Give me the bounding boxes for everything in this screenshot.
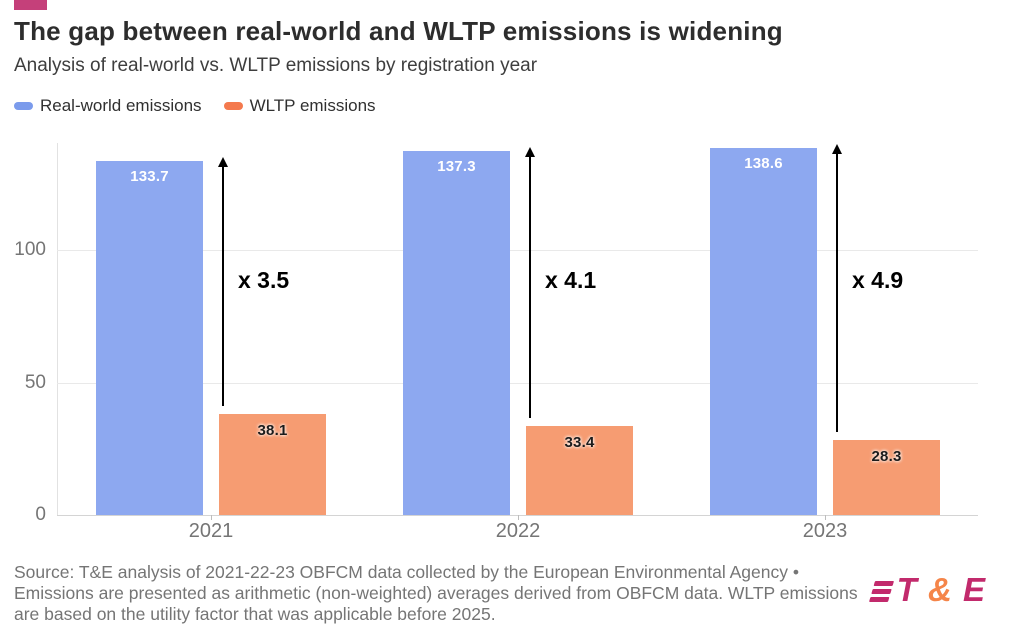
gap-multiplier-2022: x 4.1 [545,267,597,293]
accent-bar [14,0,47,10]
bar-real-world-2022 [403,151,510,515]
source-note: Source: T&E analysis of 2021-22-23 OBFCM… [14,562,894,625]
gap-arrow-head-2023 [832,144,842,154]
x-tick-label-2022: 2022 [495,520,541,542]
source-line: are based on the utility factor that was… [14,604,496,624]
gap-arrow-line-2022 [529,156,531,418]
logo-letter-e: E [962,571,986,608]
legend-label-real-world: Real-world emissions [40,96,202,115]
chart-subtitle: Analysis of real-world vs. WLTP emission… [14,55,538,76]
legend-item-real-world: Real-world emissions [14,96,202,116]
gap-arrow-line-2021 [222,166,224,406]
bar-value-real-world-2022: 137.3 [437,158,476,175]
x-tick-mark-2023 [825,515,826,520]
legend: Real-world emissions WLTP emissions [14,96,376,116]
bar-wltp-2023 [833,440,940,515]
y-tick-label: 100 [14,239,46,260]
gap-arrow-head-2022 [525,147,535,157]
gap-multiplier-2023: x 4.9 [852,267,904,293]
legend-marker-real-world-icon [14,102,33,110]
te-logo-stripes-icon [868,581,894,602]
y-tick-label: 50 [24,371,46,393]
logo-stripe [870,589,892,594]
gap-multiplier-2021: x 3.5 [238,267,290,293]
bar-value-wltp-2023: 28.3 [871,448,902,465]
logo-stripe [873,581,894,586]
y-tick-label: 0 [35,504,46,525]
x-tick-mark-2021 [211,515,212,520]
chart-title: The gap between real-world and WLTP emis… [14,16,783,46]
gap-arrow-head-2021 [218,157,228,167]
y-axis-line [57,143,58,515]
source-line: Source: T&E analysis of 2021-22-23 OBFCM… [14,562,799,582]
x-tick-label-2021: 2021 [188,520,234,542]
bar-wltp-2021 [219,414,326,515]
te-logo-text: T & E [897,571,986,609]
bar-value-real-world-2021: 133.7 [130,168,169,185]
bar-real-world-2021 [96,161,203,515]
x-tick-label-2023: 2023 [802,520,848,542]
bar-real-world-2023 [710,148,817,515]
logo-stripe [868,597,890,602]
x-tick-mark-2022 [518,515,519,520]
legend-label-wltp: WLTP emissions [249,96,376,115]
bar-value-wltp-2022: 33.4 [564,434,595,451]
source-line: Emissions are presented as arithmetic (n… [14,583,858,603]
legend-marker-wltp-icon [223,102,243,110]
logo-letter-t: T [896,571,918,608]
legend-item-wltp: WLTP emissions [223,96,376,116]
bar-value-real-world-2023: 138.6 [744,155,783,172]
gridline-100 [57,250,978,251]
gap-arrow-line-2023 [836,153,838,432]
bar-wltp-2022 [526,426,633,515]
bar-value-wltp-2021: 38.1 [257,422,288,439]
x-axis-baseline [57,515,978,516]
gridline-50 [57,382,978,384]
te-logo: T & E [868,571,986,609]
logo-letter-amp: & [927,571,953,608]
